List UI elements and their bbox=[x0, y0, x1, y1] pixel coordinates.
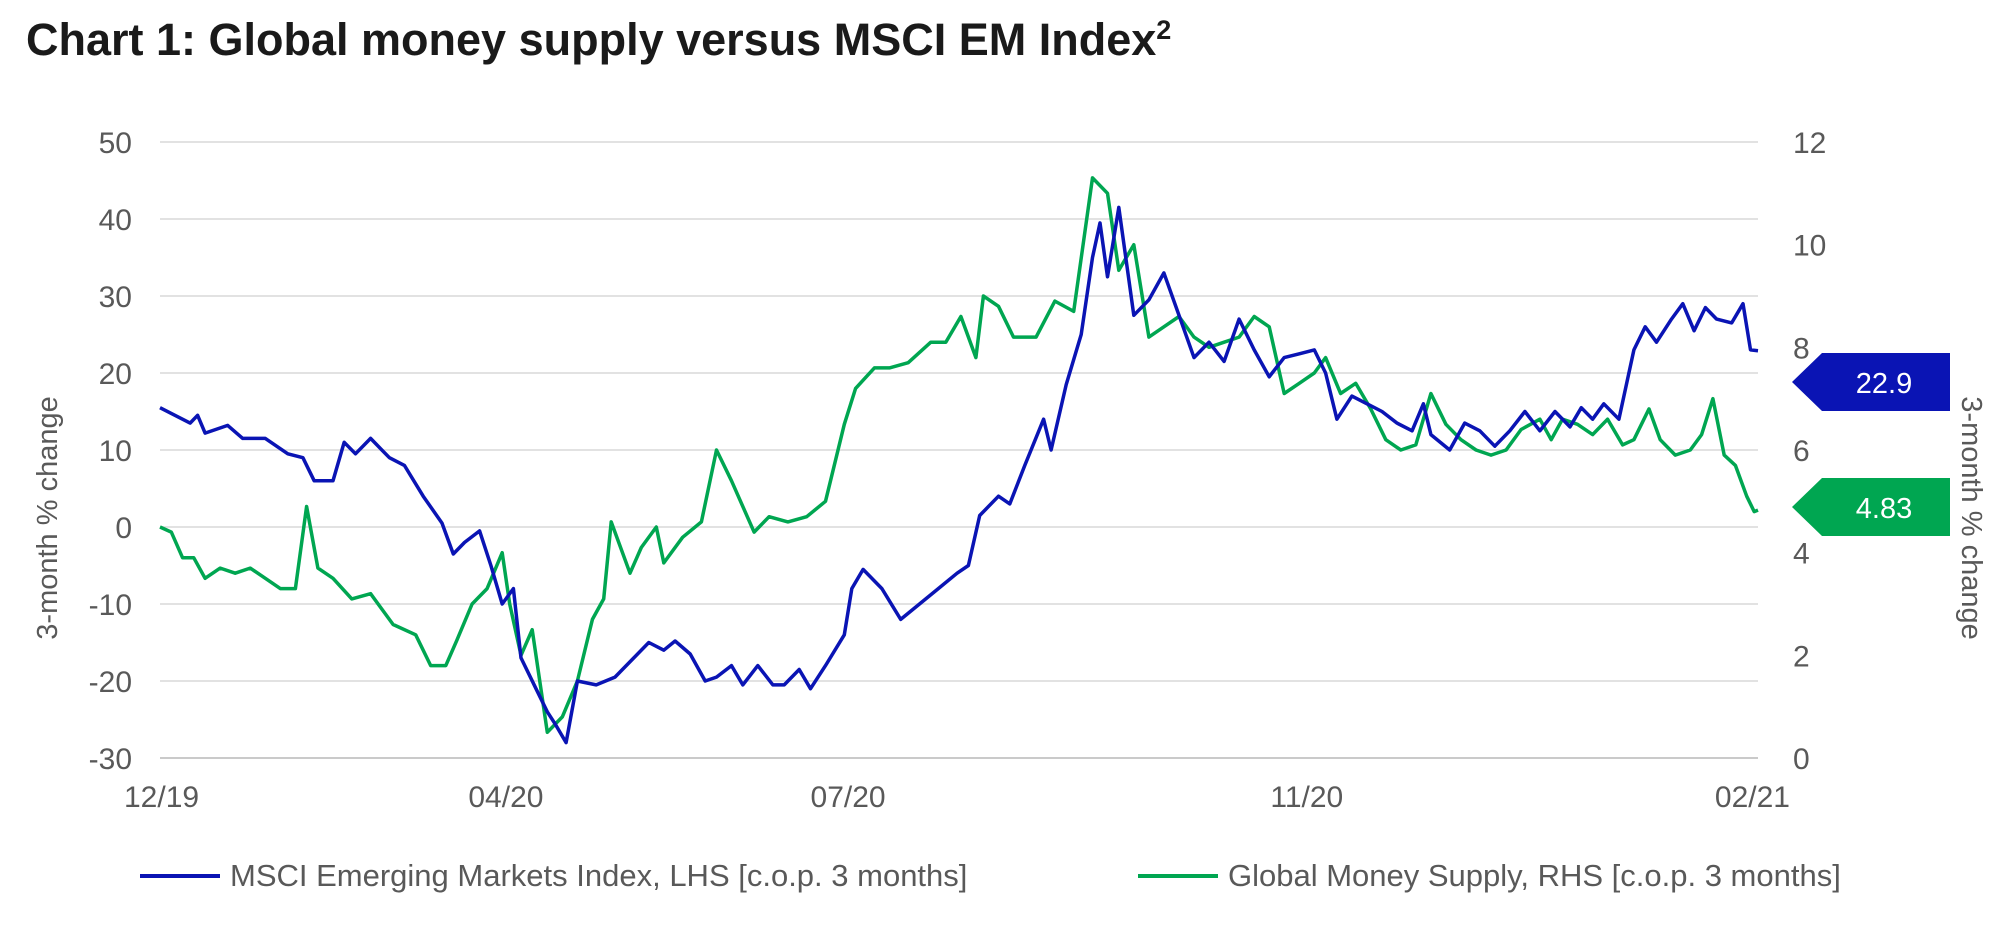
x-tick-label: 12/19 bbox=[124, 781, 199, 814]
left-y-axis-label: 3-month % change bbox=[32, 396, 64, 639]
money-end-value: 4.83 bbox=[1856, 493, 1912, 525]
legend-label-money: Global Money Supply, RHS [c.o.p. 3 month… bbox=[1228, 858, 1841, 893]
left-tick-label: 10 bbox=[99, 435, 132, 468]
x-tick-label: 04/20 bbox=[468, 781, 543, 814]
msci-end-value: 22.9 bbox=[1856, 368, 1912, 400]
left-tick-label: 20 bbox=[99, 358, 132, 391]
right-tick-label: 10 bbox=[1793, 230, 1826, 263]
legend-item-money: Global Money Supply, RHS [c.o.p. 3 month… bbox=[1138, 858, 1841, 894]
right-tick-label: 4 bbox=[1793, 538, 1810, 571]
right-y-axis-ticks: 12 10 8 6 4 2 0 bbox=[1793, 127, 1826, 776]
x-tick-label: 02/21 bbox=[1715, 781, 1790, 814]
left-tick-label: -30 bbox=[89, 743, 132, 776]
right-tick-label: 0 bbox=[1793, 743, 1810, 776]
left-tick-label: -20 bbox=[89, 666, 132, 699]
msci-series-line bbox=[159, 205, 1759, 745]
money-supply-series-line bbox=[159, 176, 1759, 735]
legend-item-msci: MSCI Emerging Markets Index, LHS [c.o.p.… bbox=[140, 858, 967, 894]
legend-swatch-msci bbox=[140, 874, 220, 878]
msci-end-label: 22.9 bbox=[1792, 353, 1950, 411]
left-tick-label: 40 bbox=[99, 204, 132, 237]
title-superscript: 2 bbox=[1156, 15, 1172, 45]
left-tick-label: 30 bbox=[99, 281, 132, 314]
left-tick-label: 50 bbox=[99, 127, 132, 160]
chart-title: Chart 1: Global money supply versus MSCI… bbox=[26, 14, 1171, 66]
left-tick-label: 0 bbox=[115, 512, 132, 545]
money-end-label: 4.83 bbox=[1792, 478, 1950, 536]
legend-label-msci: MSCI Emerging Markets Index, LHS [c.o.p.… bbox=[230, 858, 968, 893]
msci-end-tag bbox=[1792, 353, 1950, 411]
right-tick-label: 8 bbox=[1793, 332, 1810, 365]
right-tick-label: 6 bbox=[1793, 435, 1810, 468]
money-end-tag bbox=[1792, 478, 1950, 536]
series-lines bbox=[159, 176, 1759, 745]
right-y-axis-label: 3-month % change bbox=[1955, 396, 1987, 639]
right-tick-label: 12 bbox=[1793, 127, 1826, 160]
x-axis-ticks: 12/19 04/20 07/20 11/20 02/21 bbox=[124, 781, 1790, 814]
legend-swatch-money bbox=[1138, 874, 1218, 878]
gridlines bbox=[160, 141, 1758, 759]
x-tick-label: 07/20 bbox=[811, 781, 886, 814]
left-y-axis-ticks: 50 40 30 20 10 0 -10 -20 -30 bbox=[89, 127, 132, 776]
right-tick-label: 2 bbox=[1793, 640, 1810, 673]
x-tick-label: 11/20 bbox=[1270, 781, 1343, 814]
left-tick-label: -10 bbox=[89, 589, 132, 622]
chart-title-text: Chart 1: Global money supply versus MSCI… bbox=[26, 14, 1157, 65]
